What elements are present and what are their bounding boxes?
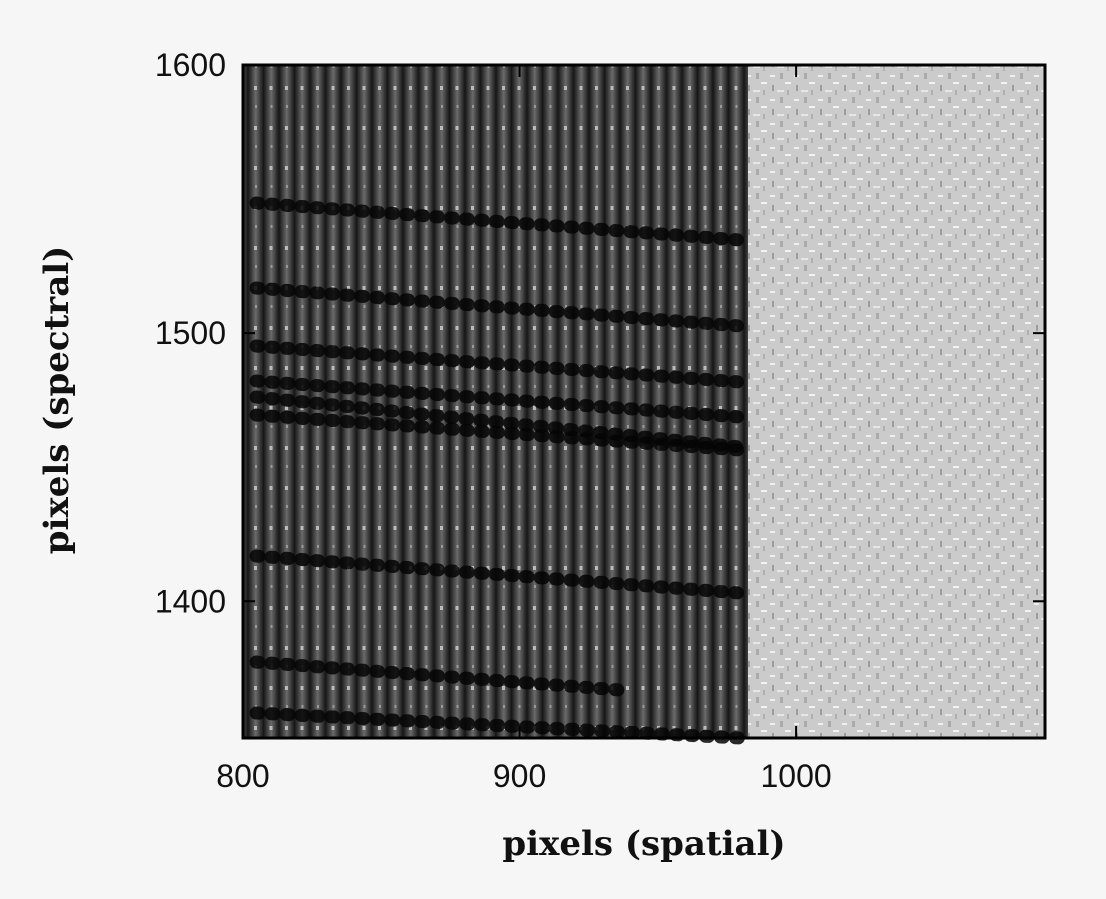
x-tick-label: 1000 [761,758,832,794]
x-tick-label: 800 [216,758,269,794]
image [243,65,1045,745]
y-tick-label: 1500 [155,315,226,351]
y-tick-label: 1400 [155,583,226,619]
plot-frame [241,63,1047,740]
y-axis-label: pixels (spectral) [37,246,77,554]
x-axis-label: pixels (spatial) [502,824,785,864]
x-tick-label: 900 [493,758,546,794]
y-tick-label: 1600 [155,47,226,83]
